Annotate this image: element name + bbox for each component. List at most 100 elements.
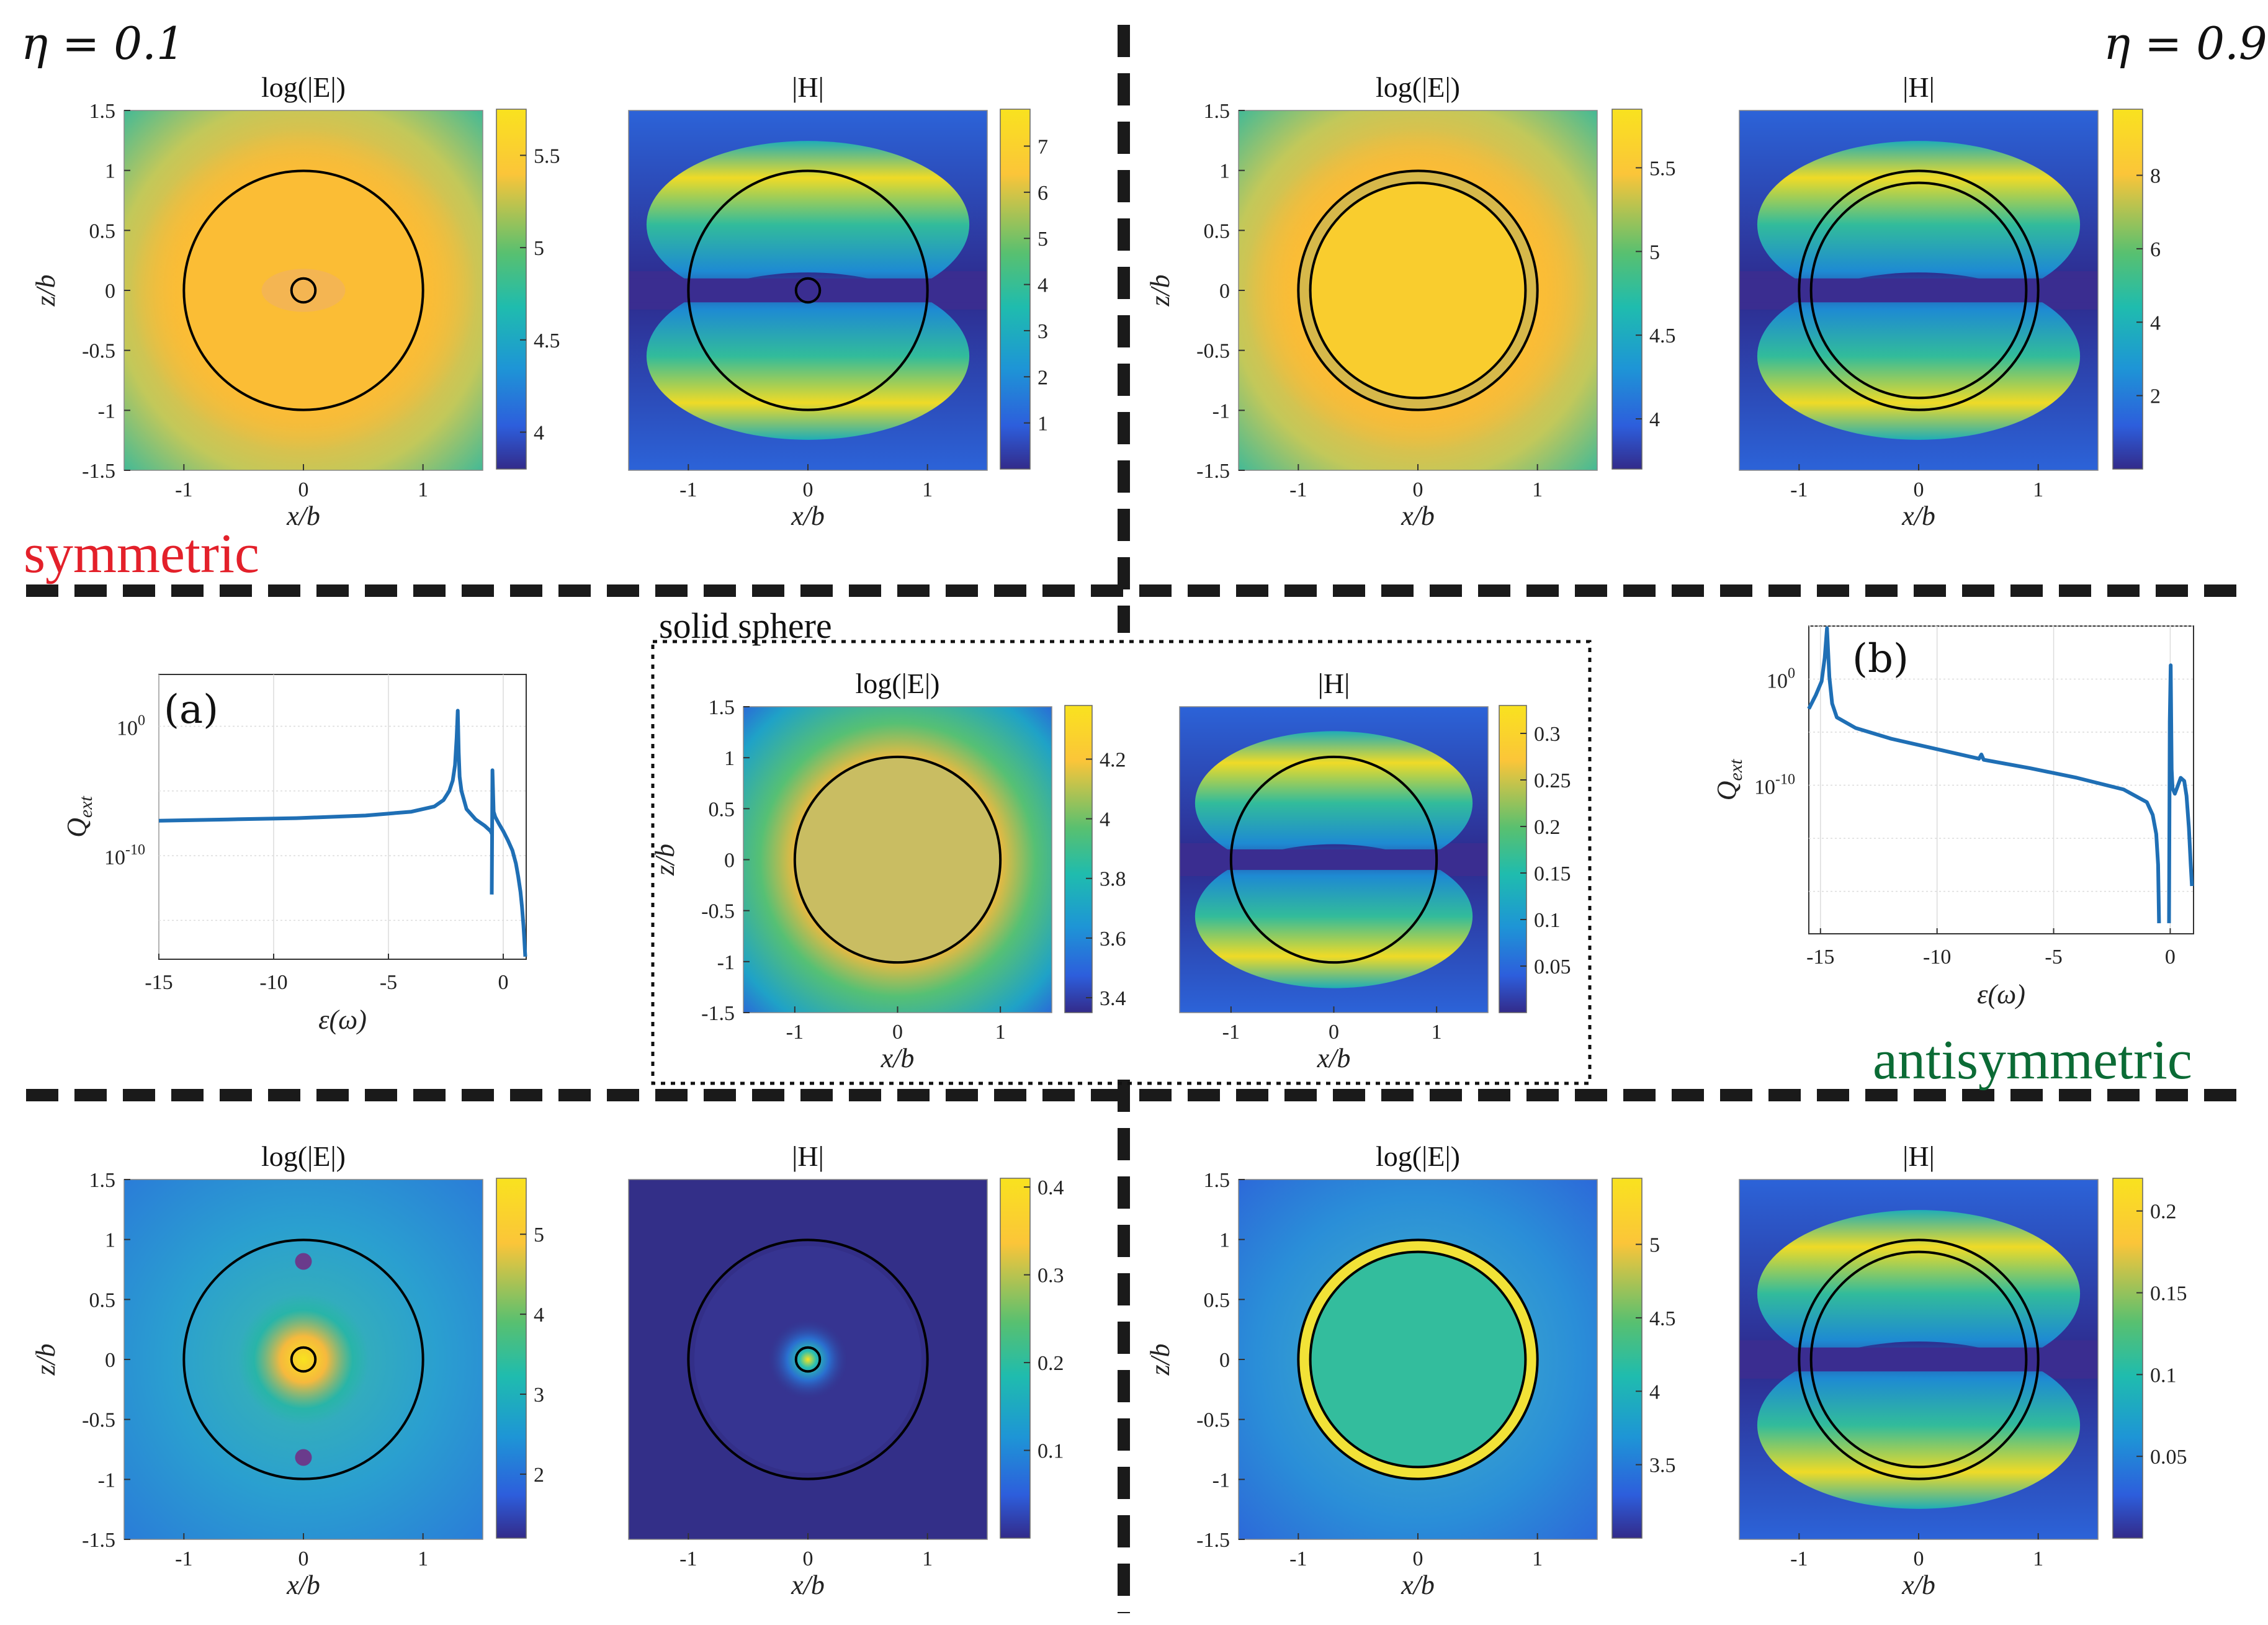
eta-left-label: η = 0.1 (21, 17, 185, 69)
x-tick-label: 0 (803, 478, 814, 501)
colorbar (1000, 1178, 1031, 1539)
x-tick-label: 1 (995, 1021, 1006, 1044)
particle-circle (1309, 181, 1527, 400)
y-tick-label: 0 (105, 1349, 115, 1372)
colorbar-tick-label: 4 (1038, 274, 1048, 297)
plot-title: log(|E|) (261, 71, 346, 103)
colorbar-tick-label: 2 (534, 1464, 544, 1487)
x-tick-label: 0 (1413, 478, 1423, 501)
map-br-H: |H| -1 0 1 x/b 0.05 0.1 0.15 0.2 (1739, 1140, 2187, 1600)
y-axis-label: z/b (30, 274, 61, 307)
colorbar-tick-label: 4.5 (1649, 325, 1676, 347)
x-tick-label: -1 (175, 478, 192, 501)
map-br-E: log(|E|) -1 0 1 -1.5 -1 -0.5 0 0.5 1 1.5 x/b z/b 3.5 4… (1145, 1140, 1676, 1600)
y-tick-label: -0.5 (1196, 1409, 1230, 1432)
x-tick-label: 0 (1329, 1021, 1339, 1044)
particle-circle (1297, 1238, 1539, 1480)
y-tick-label: 0.5 (89, 220, 116, 243)
plot-title: |H| (1318, 668, 1350, 699)
plot-title: |H| (792, 1140, 824, 1172)
colorbar-tick-label: 5 (534, 1224, 544, 1247)
lower-dot (295, 1449, 312, 1466)
colorbar-tick-label: 4 (1649, 1381, 1660, 1403)
y-tick-label: -1.5 (82, 1529, 115, 1552)
y-tick-label: -1.5 (701, 1002, 735, 1025)
eta-right-label: η = 0.9 (2104, 17, 2267, 69)
y-tick-exponent: -10 (125, 842, 145, 858)
x-tick-label: -1 (175, 1547, 192, 1570)
core-lobe (261, 269, 346, 312)
x-axis-label: x/b (791, 501, 825, 531)
map-bl-H: |H| -1 0 1 x/b 0.1 0.2 0.3 0.4 (628, 1140, 1064, 1600)
colorbar (496, 109, 527, 470)
x-tick-label: -1 (786, 1021, 804, 1044)
x-tick-label: 0 (298, 478, 309, 501)
x-axis-label: x/b (1401, 1570, 1435, 1600)
solid-sphere-label: solid sphere (659, 606, 832, 646)
y-tick-label: 0 (724, 849, 735, 872)
node-core (1180, 849, 1488, 871)
colorbar (1611, 1178, 1643, 1539)
x-tick-label: 0 (803, 1547, 814, 1570)
colorbar-tick-label: 0.1 (2150, 1364, 2177, 1387)
series-line-main (1807, 626, 2161, 923)
colorbar-tick-label: 4.2 (1100, 749, 1126, 772)
x-tick-label: 0 (298, 1547, 309, 1570)
map-tr-E: log(|E|) -1 0 1 -1.5 -1 -0.5 0 0.5 1 1.5 x/b z/b 4 4.5… (1145, 71, 1676, 531)
x-tick-label: -5 (2045, 946, 2062, 969)
y-tick-label: 0.5 (1204, 1289, 1230, 1312)
colorbar-tick-label: 5 (1038, 228, 1048, 251)
x-tick-label: 1 (922, 1547, 933, 1570)
colorbar-tick-label: 0.1 (1534, 909, 1561, 932)
upper-lobe (1195, 731, 1473, 875)
y-tick-label: -1 (717, 951, 735, 974)
y-tick-label: 1 (1219, 1229, 1230, 1252)
symmetric-label: symmetric (24, 523, 259, 584)
y-tick-label: 1.5 (89, 1169, 116, 1192)
y-tick-label: -1.5 (1196, 1529, 1230, 1552)
particle-circle (1798, 1238, 2040, 1480)
colorbar-tick-label: 5 (1649, 1234, 1660, 1257)
x-tick-label: 1 (1532, 478, 1543, 501)
y-tick-label: 10-10 (1754, 772, 1795, 799)
map-tr-H: |H| -1 0 1 x/b 2 4 6 8 (1739, 71, 2161, 531)
particle-circle (794, 1346, 822, 1373)
series-line-branch (2167, 663, 2194, 923)
plots: log(|E|)-1 0 1-1.5-1-0.500.511.5x/bz/b44.5… (30, 71, 2194, 1600)
plot-title: log(|E|) (261, 1140, 346, 1172)
colorbar-tick-label: 4 (2150, 311, 2161, 334)
particle-circle (290, 1346, 317, 1373)
y-tick-label: -0.5 (1196, 340, 1230, 363)
y-tick-exponent: -10 (1775, 772, 1795, 788)
colorbar-tick-label: 4 (534, 422, 544, 445)
plot-title: |H| (1903, 1140, 1935, 1172)
colorbar-tick-label: 3.6 (1100, 928, 1126, 951)
x-axis-label: x/b (1901, 501, 1935, 531)
y-tick-label: -1.5 (82, 460, 115, 483)
field-mid-E (743, 707, 1052, 1013)
y-tick-label: 1 (1219, 160, 1230, 183)
y-tick-label: 0.5 (89, 1289, 116, 1312)
colorbar-tick-label: 0.3 (1534, 723, 1561, 746)
map-mid-E: log(|E|) -1 0 1 -1.5 -1 -0.5 0 0.5 1 1.5 x/b z/b 3.4 3… (650, 668, 1126, 1073)
colorbar-tick-label: 0.2 (1038, 1352, 1064, 1375)
y-tick-label: -0.5 (82, 340, 115, 363)
panel-label: (b) (1852, 636, 1909, 682)
y-tick-label: 100 (117, 712, 145, 740)
field-br-E (1239, 1180, 1597, 1539)
y-tick-label: 1 (724, 747, 735, 770)
x-tick-label: -5 (380, 971, 397, 994)
colorbar-tick-label: 6 (2150, 238, 2161, 261)
colorbar-tick-label: 0.4 (1038, 1176, 1064, 1199)
colorbar-tick-label: 5.5 (534, 145, 560, 168)
x-axis-label: x/b (286, 1570, 320, 1600)
y-tick-label: -1 (1212, 1469, 1230, 1492)
colorbar-tick-label: 3 (1038, 320, 1048, 343)
y-tick-label: 1 (105, 160, 115, 183)
particle-circle (794, 277, 822, 304)
core-glow (766, 1317, 850, 1402)
lower-lobe (646, 272, 970, 440)
